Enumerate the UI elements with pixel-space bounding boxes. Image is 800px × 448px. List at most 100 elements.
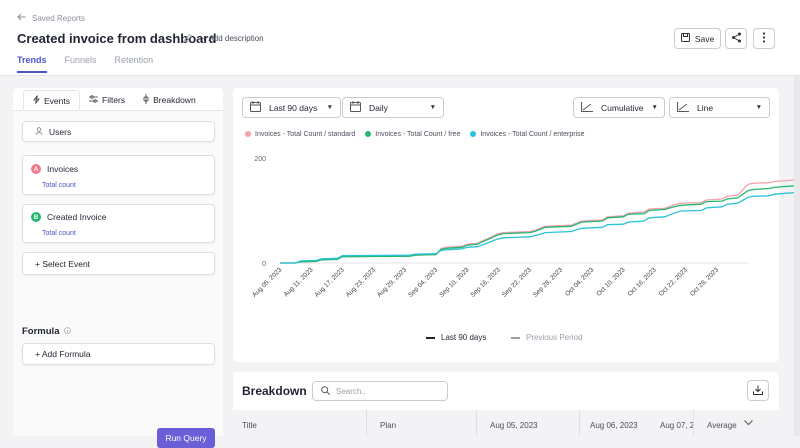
page-scrollbar[interactable]: [794, 76, 800, 436]
users-label: Users: [49, 126, 72, 137]
column-divider: [366, 410, 367, 436]
share-icon: [731, 30, 742, 48]
x-tick-label: Sep 16, 2023: [470, 266, 503, 299]
chevron-down-icon: ▼: [651, 104, 658, 111]
x-tick-label: Aug 11, 2023: [283, 266, 315, 298]
tab-events-label: Events: [44, 95, 70, 106]
x-tick-label: Oct 10, 2023: [595, 266, 627, 298]
series-line-2[interactable]: [280, 189, 800, 264]
chevron-down-icon[interactable]: [744, 419, 753, 428]
solid-line-swatch: [426, 336, 435, 339]
breakdown-search-input[interactable]: Search..: [312, 381, 448, 401]
legend-enterprise-label: Invoices - Total Count / enterprise: [480, 131, 585, 138]
column-average[interactable]: Average: [707, 421, 737, 430]
event-a-badge: A: [31, 164, 41, 174]
calendar-icon: [350, 101, 361, 114]
x-tick-label: Oct 22, 2023: [658, 266, 690, 298]
event-b-badge: B: [31, 212, 41, 222]
users-selector[interactable]: Users: [22, 121, 215, 142]
download-icon: [753, 382, 763, 400]
interval-dropdown[interactable]: Daily ▼: [342, 97, 444, 118]
event-card-a[interactable]: A Invoices Total count: [22, 155, 215, 195]
more-options-button[interactable]: [753, 28, 775, 49]
current-period-legend[interactable]: Last 90 days: [426, 333, 486, 342]
chart-legend: Invoices - Total Count / standard Invoic…: [245, 131, 585, 138]
share-button[interactable]: [725, 28, 747, 49]
add-description-button[interactable]: + Add description: [202, 34, 264, 43]
series-line-1[interactable]: [280, 183, 800, 264]
formula-label: Formula: [22, 326, 60, 338]
add-formula-button[interactable]: + Add Formula: [22, 343, 215, 365]
x-tick-label: Aug 17, 2023: [314, 266, 347, 299]
breakdown-title: Breakdown: [242, 384, 307, 398]
select-event-button[interactable]: + Select Event: [22, 252, 215, 275]
column-plan[interactable]: Plan: [380, 421, 397, 430]
x-tick-label: Oct 04, 2023: [564, 266, 596, 298]
series-line-0[interactable]: [280, 178, 800, 264]
tab-trends[interactable]: Trends: [17, 55, 47, 73]
legend-free-label: Invoices - Total Count / free: [375, 131, 461, 138]
download-button[interactable]: [747, 380, 769, 401]
breakdown-panel: Breakdown Search.. Title Plan Aug 05, 20…: [233, 372, 779, 436]
column-aug06[interactable]: Aug 06, 2023: [590, 421, 638, 430]
column-divider: [693, 410, 694, 436]
back-link-label: Saved Reports: [32, 13, 85, 23]
x-tick-label: Sep 10, 2023: [438, 266, 471, 299]
column-aug05[interactable]: Aug 05, 2023: [490, 421, 538, 430]
legend-item-enterprise[interactable]: Invoices - Total Count / enterprise: [470, 131, 585, 138]
previous-period-legend[interactable]: Previous Period: [511, 333, 582, 342]
cumulative-dropdown[interactable]: Cumulative ▼: [573, 97, 665, 118]
pencil-icon[interactable]: [183, 33, 193, 46]
formula-heading: Formula: [22, 326, 71, 337]
chevron-down-icon: ▼: [755, 104, 762, 111]
legend-swatch: [245, 131, 251, 138]
event-b-name: Created Invoice: [47, 212, 107, 222]
y-tick-label: 200: [254, 156, 266, 163]
tab-events[interactable]: Events: [23, 90, 80, 110]
tab-retention[interactable]: Retention: [114, 55, 154, 65]
query-builder-tabs: Events Filters Breakdown: [23, 90, 219, 110]
user-icon: [35, 126, 43, 137]
current-period-label: Last 90 days: [441, 333, 487, 342]
x-tick-label: Aug 23, 2023: [345, 266, 378, 299]
legend-standard-label: Invoices - Total Count / standard: [255, 131, 356, 138]
legend-item-free[interactable]: Invoices - Total Count / free: [365, 131, 460, 138]
chart-panel: Last 90 days ▼ Daily ▼ Cumulative ▼ Line…: [233, 88, 800, 362]
date-range-dropdown[interactable]: Last 90 days ▼: [242, 97, 341, 118]
more-vertical-icon: [762, 30, 766, 48]
legend-swatch: [365, 131, 372, 138]
x-tick-label: Oct 16, 2023: [627, 266, 659, 298]
line-chart-icon: [677, 101, 689, 114]
event-b-metric[interactable]: Total count: [42, 230, 76, 237]
search-placeholder: Search..: [336, 386, 366, 396]
line-chart-icon: [581, 101, 593, 114]
tab-breakdown[interactable]: Breakdown: [134, 90, 205, 110]
chart-style-value: Line: [697, 102, 714, 113]
search-icon: [321, 385, 331, 397]
event-a-metric[interactable]: Total count: [42, 182, 76, 189]
save-icon: [680, 33, 690, 44]
breakdown-icon: [143, 94, 149, 106]
legend-item-standard[interactable]: Invoices - Total Count / standard: [245, 131, 355, 138]
dashed-line-swatch: [511, 336, 520, 339]
event-card-b[interactable]: B Created Invoice Total count: [22, 204, 215, 243]
column-title[interactable]: Title: [242, 421, 257, 430]
run-query-button[interactable]: Run Query: [157, 428, 215, 448]
lightning-icon: [33, 95, 40, 106]
x-tick-label: Sep 04, 2023: [407, 266, 440, 299]
sliders-icon: [89, 95, 98, 105]
report-header: Saved Reports Created invoice from dashb…: [0, 0, 800, 76]
tab-breakdown-label: Breakdown: [153, 95, 196, 105]
column-aug07[interactable]: Aug 07, 20: [660, 421, 693, 430]
interval-value: Daily: [369, 102, 388, 113]
save-button[interactable]: Save: [674, 28, 721, 49]
date-range-value: Last 90 days: [269, 102, 318, 113]
tab-funnels[interactable]: Funnels: [64, 55, 97, 65]
event-a-name: Invoices: [47, 164, 79, 174]
tab-filters[interactable]: Filters: [80, 90, 134, 110]
back-link[interactable]: Saved Reports: [17, 13, 85, 23]
chart-style-dropdown[interactable]: Line ▼: [669, 97, 770, 118]
info-icon[interactable]: [64, 326, 71, 337]
previous-period-label: Previous Period: [526, 333, 583, 342]
x-tick-label: Aug 05, 2023: [251, 266, 284, 299]
